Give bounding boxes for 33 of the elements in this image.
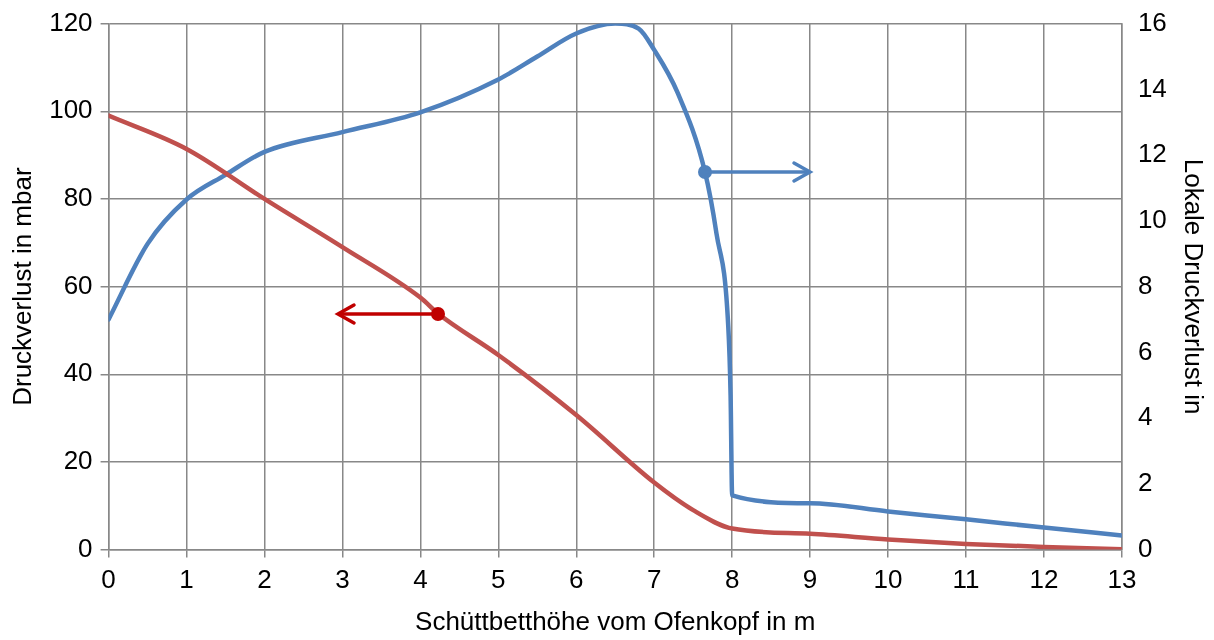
y2-tick-label: 0 [1137,532,1153,563]
y2-tick-label: 10 [1137,204,1167,235]
y2-tick-label: 12 [1137,138,1167,169]
x-tick-label: 2 [257,564,272,595]
y-tick-label: 60 [63,269,93,300]
y-tick-label: 40 [63,357,93,388]
y-axis-title: Druckverlust in mbar [6,167,37,406]
x-tick-label: 3 [335,564,350,595]
x-tick-label: 4 [413,564,428,595]
y2-axis-title: Lokale Druckverlust in [1179,158,1210,415]
y2-tick-label: 14 [1137,72,1167,103]
y2-tick-label: 6 [1137,335,1153,366]
y-tick-label: 0 [78,532,93,563]
x-tick-label: 8 [724,564,740,595]
y-tick-label: 20 [63,445,93,476]
x-tick-label: 12 [1029,564,1059,595]
x-tick-label: 13 [1107,564,1137,595]
x-tick-label: 6 [569,564,584,595]
x-tick-label: 0 [101,564,116,595]
y2-tick-label: 4 [1137,401,1153,432]
x-tick-label: 1 [179,564,194,595]
y2-tick-label: 16 [1137,6,1167,37]
x-axis-title: Schüttbetthöhe vom Ofenkopf in m [415,605,816,636]
x-tick-label: 10 [873,564,903,595]
y2-tick-label: 2 [1137,467,1153,498]
y2-tick-label: 8 [1137,269,1153,300]
x-tick-label: 9 [802,564,818,595]
x-tick-label: 5 [491,564,506,595]
y-tick-label: 100 [49,94,93,125]
x-tick-label: 7 [646,564,662,595]
x-tick-label: 11 [952,564,980,595]
y-tick-label: 120 [49,6,93,37]
y-tick-label: 80 [63,182,93,213]
